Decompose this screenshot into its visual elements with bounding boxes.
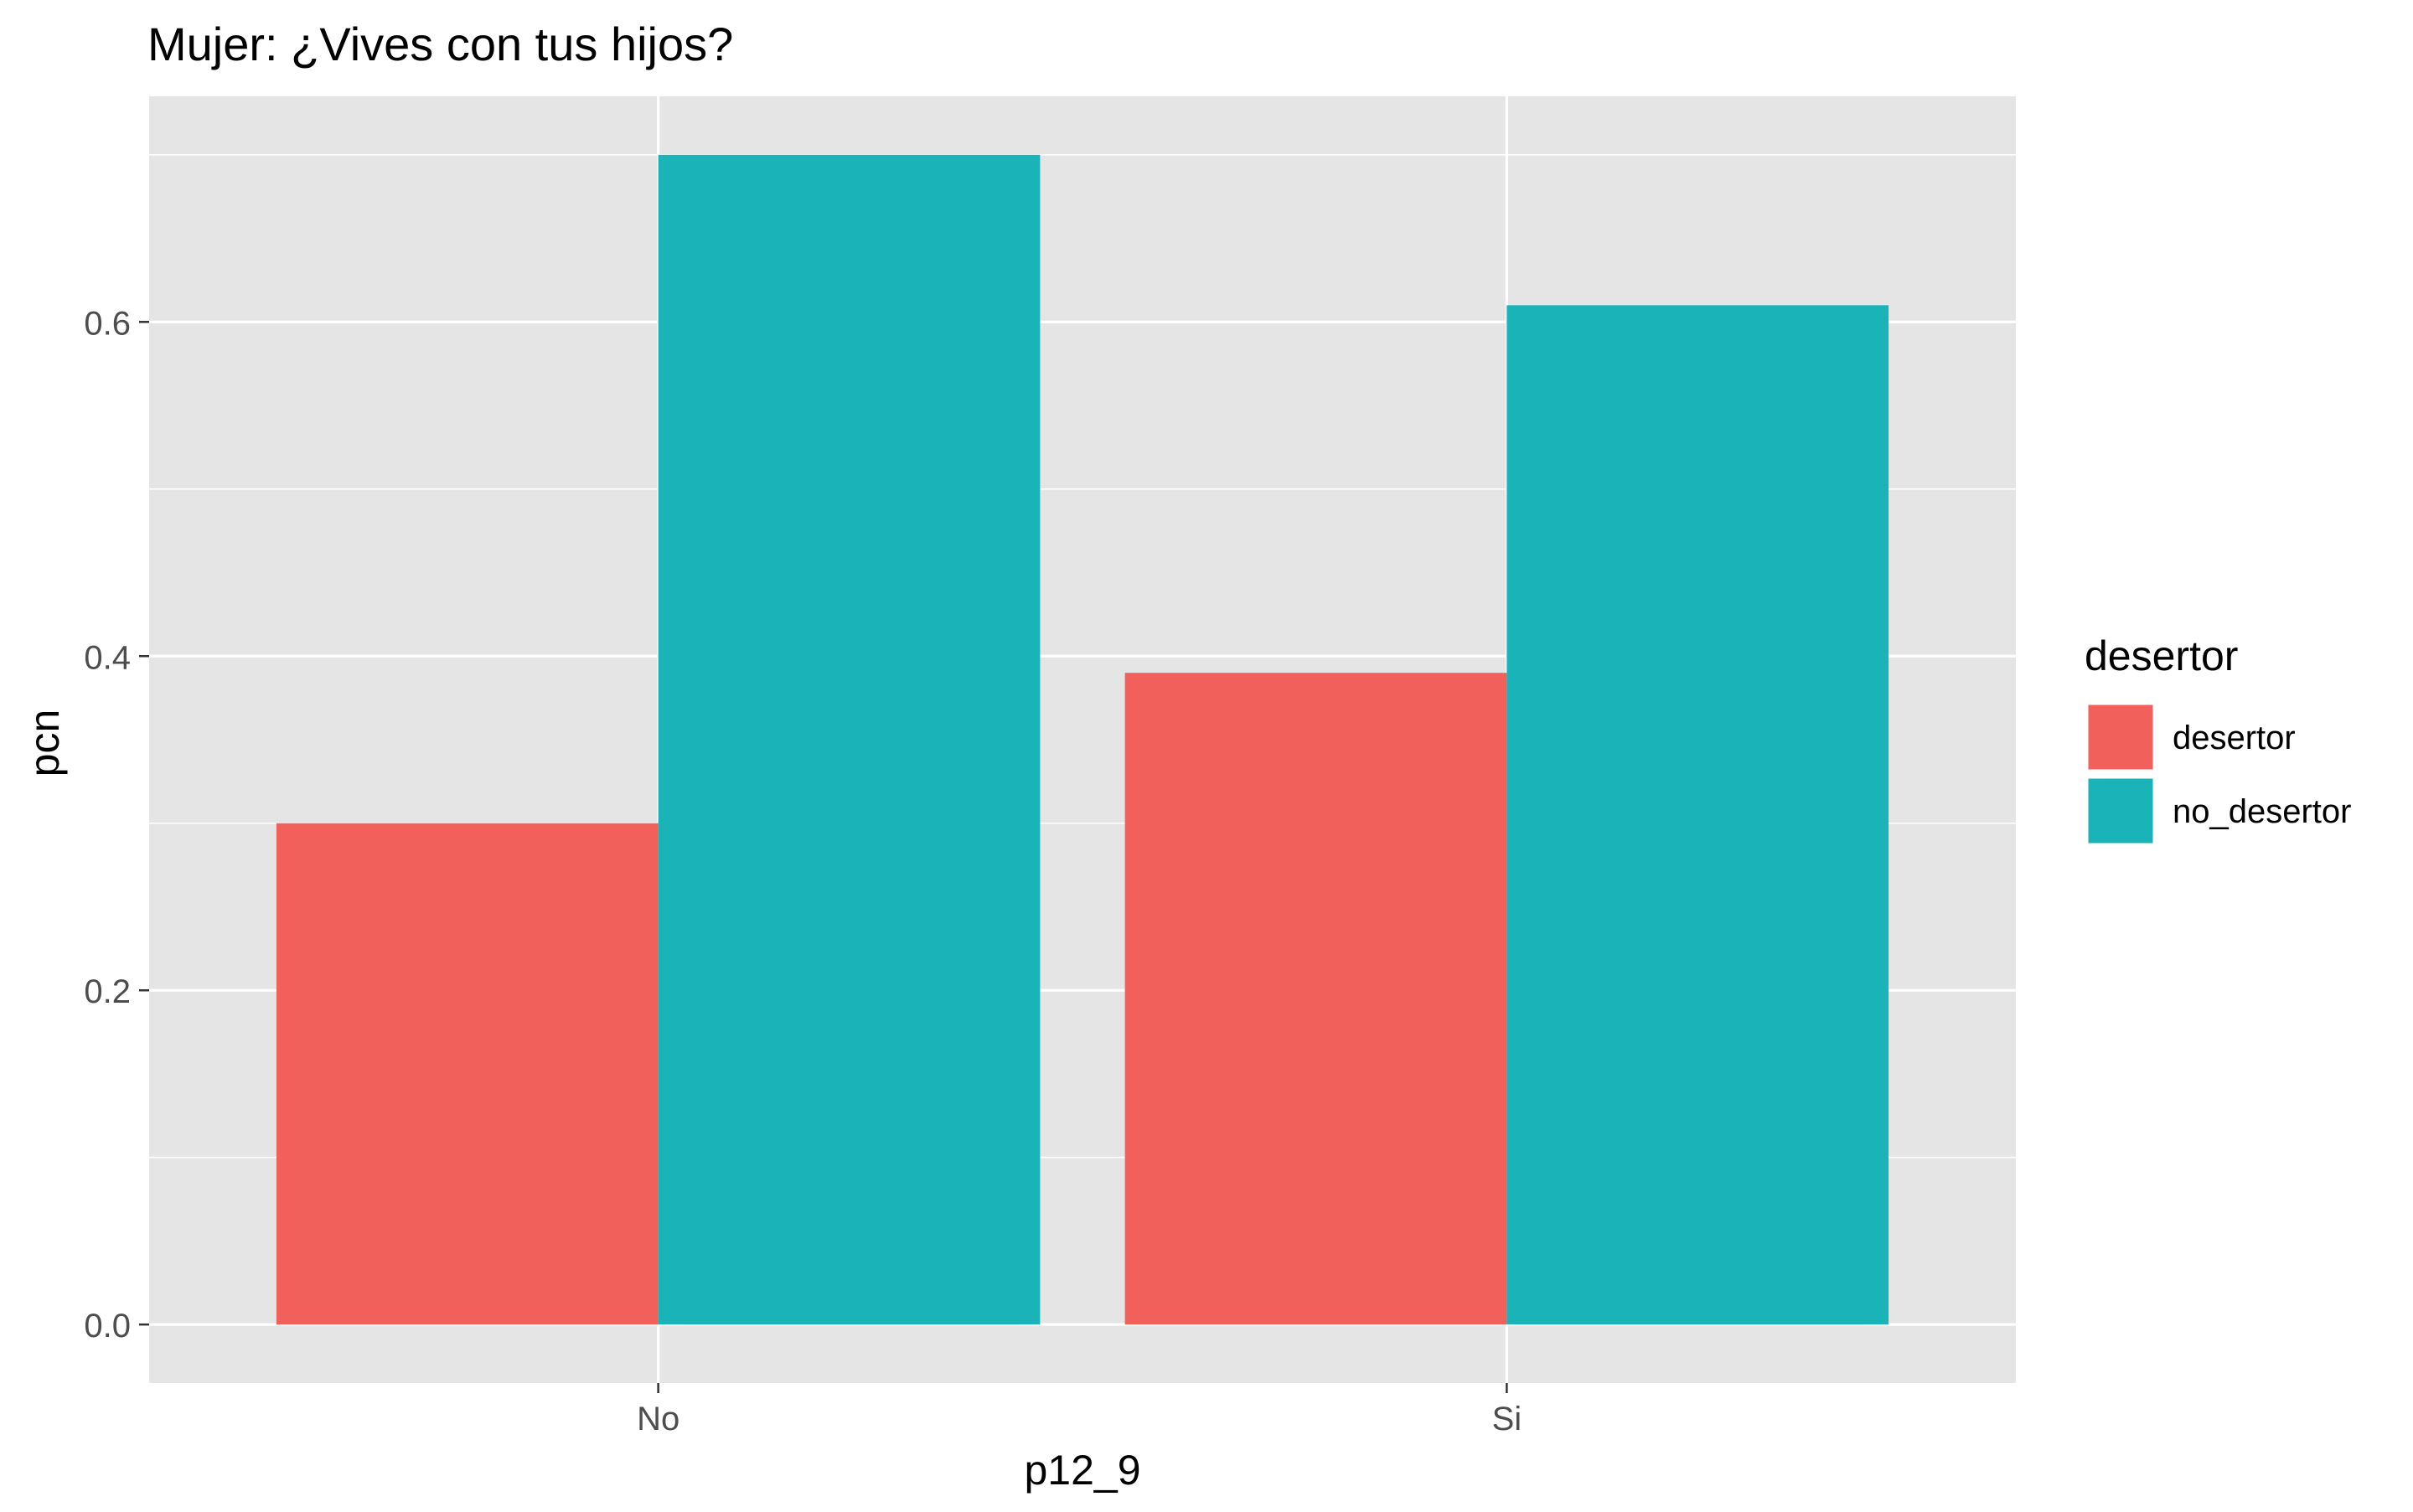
x-tick-label: Si [1492, 1401, 1522, 1437]
x-tick-label: No [637, 1401, 679, 1437]
bar-desertor-no [276, 823, 659, 1325]
x-axis-label: p12_9 [1024, 1447, 1140, 1494]
bar-no_desertor-si [1506, 305, 1889, 1325]
legend-title: desertor [2085, 632, 2238, 679]
y-axis-label: pcn [21, 710, 68, 777]
y-tick-label: 0.6 [84, 305, 131, 342]
bars [276, 154, 1889, 1325]
y-tick-label: 0.0 [84, 1308, 131, 1344]
bar-desertor-si [1124, 673, 1507, 1325]
bar-no_desertor-no [658, 154, 1041, 1325]
legend-label-desertor: desertor [2173, 720, 2296, 756]
y-tick-label: 0.2 [84, 973, 131, 1010]
legend-key-no_desertor [2085, 776, 2156, 846]
y-tick-label: 0.4 [84, 639, 131, 676]
axes: 0.0 0.2 0.4 0.6 No Si [84, 305, 1522, 1437]
legend-label-no_desertor: no_desertor [2173, 793, 2351, 830]
legend-key-desertor [2085, 702, 2156, 772]
legend: desertor desertor no_desertor [2085, 632, 2351, 846]
chart-title: Mujer: ¿Vives con tus hijos? [147, 18, 733, 70]
